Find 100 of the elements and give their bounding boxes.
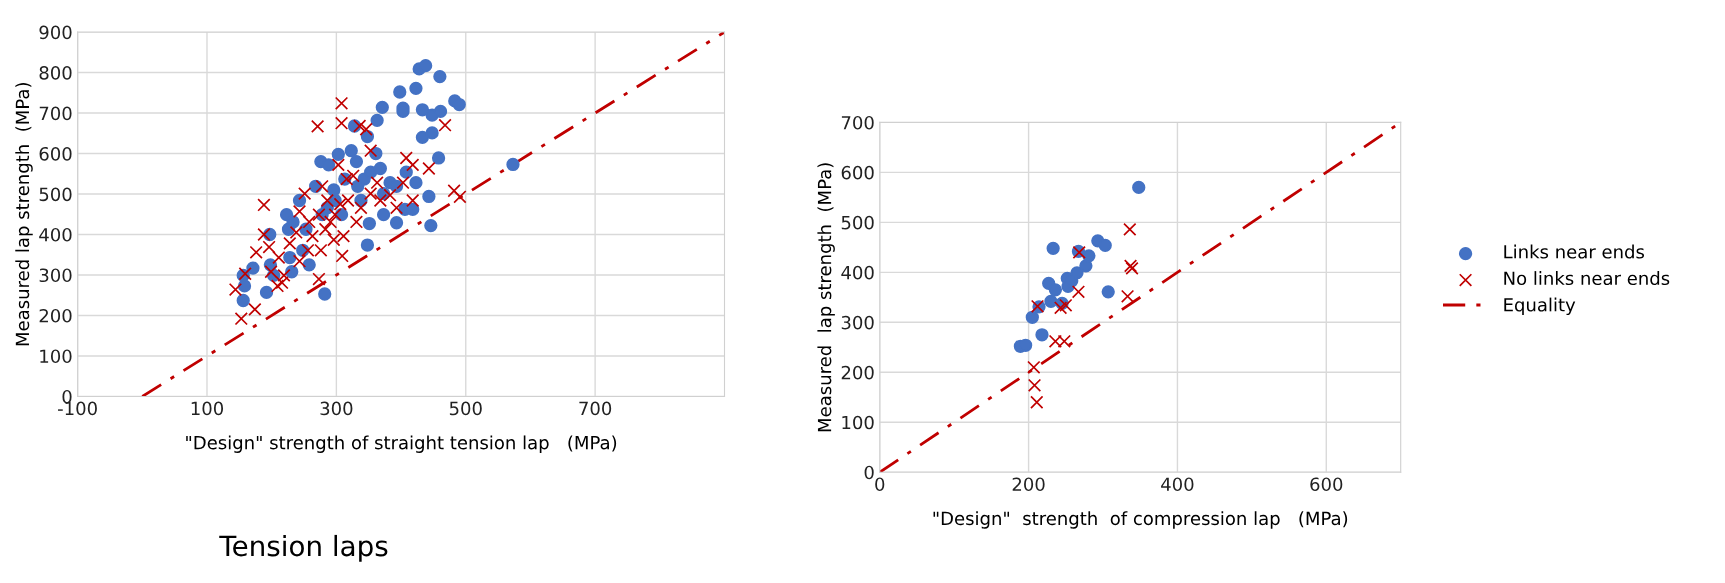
point xyxy=(1120,289,1135,303)
point xyxy=(262,240,276,254)
y-tick-label: 200 xyxy=(39,308,72,323)
point xyxy=(1132,180,1146,195)
point xyxy=(331,158,345,172)
point xyxy=(248,302,262,317)
point xyxy=(283,236,297,251)
x-tick-label: 300 xyxy=(320,401,353,416)
point xyxy=(389,201,404,215)
y-tick-label: 500 xyxy=(841,215,874,230)
y-tick-label: 400 xyxy=(39,227,72,242)
y-axis-title: Measured lap strength (MPa) xyxy=(15,83,33,346)
point xyxy=(1027,360,1041,374)
point xyxy=(370,176,384,190)
point xyxy=(364,144,378,158)
point xyxy=(1059,298,1073,312)
point xyxy=(312,272,326,286)
point xyxy=(305,229,320,243)
point xyxy=(270,279,285,293)
legend-label: No links near ends xyxy=(1504,271,1670,286)
point xyxy=(1071,285,1086,299)
legend-label: Links near ends xyxy=(1504,244,1645,259)
point xyxy=(257,227,271,242)
point xyxy=(1070,266,1084,280)
point xyxy=(310,119,325,134)
point xyxy=(234,312,248,326)
point xyxy=(438,118,452,132)
point xyxy=(323,215,338,229)
point xyxy=(341,193,355,208)
point xyxy=(399,151,413,165)
text: Tension laps xyxy=(219,534,388,562)
x-tick-label: 500 xyxy=(449,401,482,416)
point xyxy=(289,225,303,240)
x-tick-label: 600 xyxy=(1310,477,1343,492)
y-tick-label: 400 xyxy=(841,265,874,280)
x-tick-label: 700 xyxy=(579,401,612,416)
point xyxy=(1044,294,1058,308)
point xyxy=(334,96,349,110)
point xyxy=(335,249,349,263)
point xyxy=(353,119,367,133)
point xyxy=(359,122,373,136)
y-axis-title: Measured lap strength (MPa) xyxy=(817,163,835,432)
y-tick-label: 100 xyxy=(842,415,874,430)
point xyxy=(334,116,349,130)
y-tick-label: 700 xyxy=(39,106,72,121)
point xyxy=(333,197,347,211)
point xyxy=(1025,310,1039,324)
y-tick-label: 700 xyxy=(841,115,874,130)
point xyxy=(1027,378,1042,392)
x-axis-title: "Design" strength of straight tension lap (MPa) xyxy=(186,435,617,453)
x-tick-label: 0 xyxy=(875,477,885,492)
point xyxy=(1123,222,1137,237)
point xyxy=(364,186,378,201)
point xyxy=(318,222,333,236)
x-tick-label: 400 xyxy=(1161,477,1194,492)
legend-label: Equality xyxy=(1504,297,1576,316)
point xyxy=(1098,238,1112,253)
y-tick-label: 100 xyxy=(40,349,72,364)
point xyxy=(1030,395,1044,409)
point xyxy=(1046,241,1060,256)
point xyxy=(373,193,388,208)
y-tick-label: 900 xyxy=(39,25,72,40)
point xyxy=(349,215,364,229)
point xyxy=(328,208,342,222)
y-tick-label: 800 xyxy=(39,66,72,80)
point xyxy=(346,169,360,183)
point xyxy=(272,250,286,265)
point xyxy=(453,190,467,204)
point xyxy=(1035,328,1049,342)
point xyxy=(406,193,420,208)
x-axis-title: "Design" strength of compression lap (MPa) xyxy=(933,511,1348,529)
point xyxy=(1048,283,1063,297)
point xyxy=(336,229,351,243)
x-tick-label: 200 xyxy=(1012,477,1045,492)
point xyxy=(275,276,289,290)
point xyxy=(1101,285,1115,299)
point xyxy=(292,254,307,268)
y-tick-label: 500 xyxy=(39,187,72,202)
point xyxy=(298,186,312,201)
point xyxy=(249,245,263,259)
point xyxy=(1053,301,1068,315)
point xyxy=(302,215,316,229)
y-tick-label: 300 xyxy=(39,268,72,283)
x-tick-label: 100 xyxy=(191,401,224,416)
point xyxy=(1082,249,1096,263)
point xyxy=(315,179,329,193)
point xyxy=(264,265,278,279)
point xyxy=(327,233,341,247)
y-tick-label: 600 xyxy=(841,165,874,180)
point xyxy=(396,176,410,190)
y-tick-label: 200 xyxy=(841,365,874,380)
point xyxy=(447,184,461,198)
point xyxy=(354,201,368,215)
point xyxy=(228,282,243,297)
point xyxy=(383,188,397,202)
point xyxy=(422,161,436,176)
point xyxy=(320,193,334,208)
y-tick-label: 0 xyxy=(864,465,874,480)
point xyxy=(292,204,307,219)
y-tick-label: 300 xyxy=(841,315,874,330)
